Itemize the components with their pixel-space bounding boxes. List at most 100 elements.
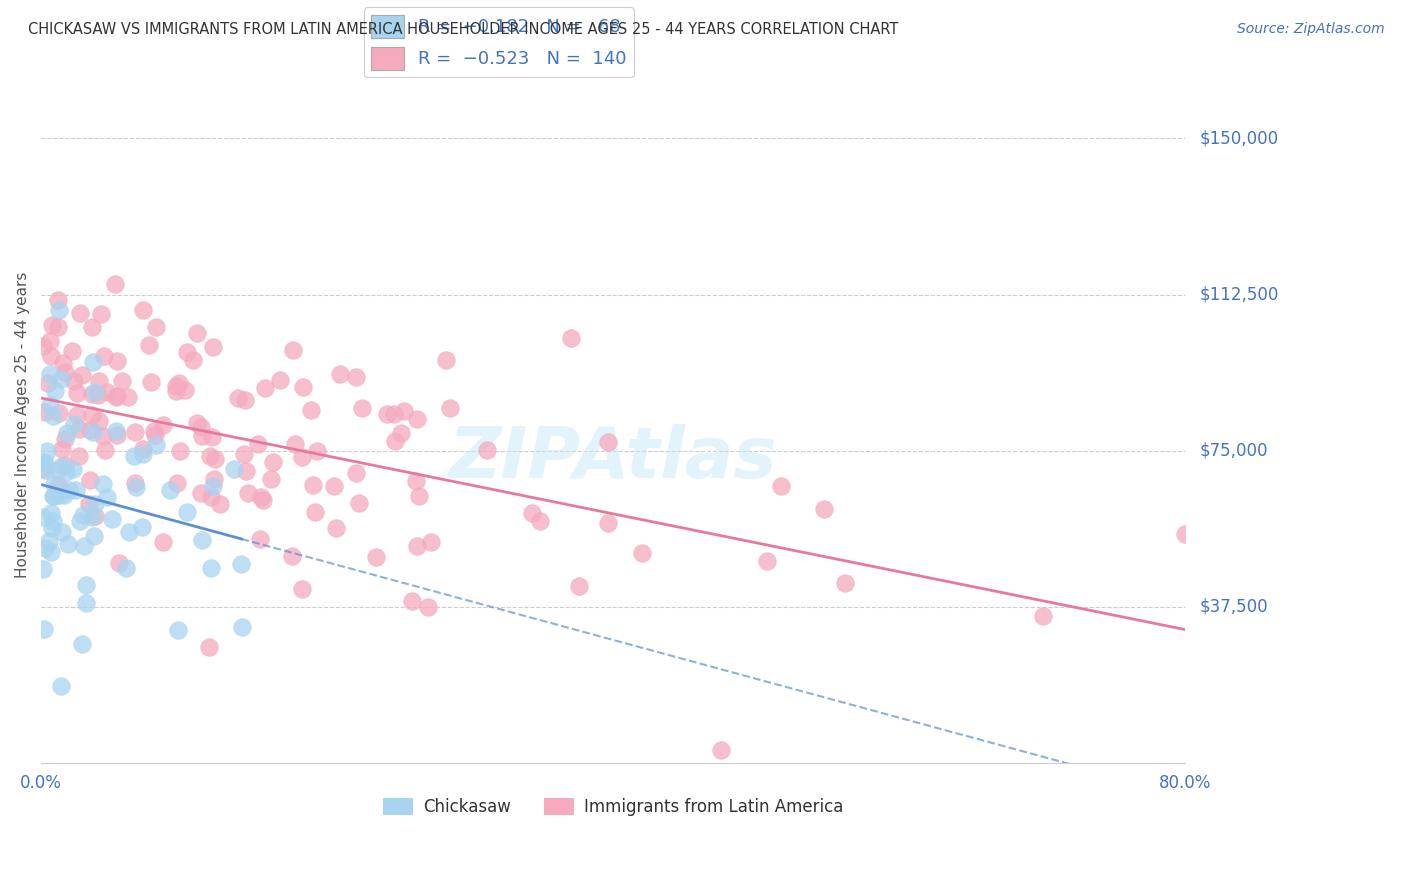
Point — [67, 450, 90, 464]
Point — [52, 356, 75, 370]
Point — [375, 407, 398, 421]
Point — [48, 406, 70, 420]
Point — [75, 578, 97, 592]
Point — [51, 524, 73, 539]
Point — [529, 514, 551, 528]
Point — [250, 490, 273, 504]
Point — [200, 560, 222, 574]
Point — [122, 449, 145, 463]
Text: $150,000: $150,000 — [1199, 129, 1278, 147]
Point — [419, 534, 441, 549]
Point — [31, 462, 53, 476]
Point — [598, 516, 620, 530]
Point — [32, 509, 55, 524]
Point — [198, 449, 221, 463]
Point — [254, 381, 277, 395]
Point — [406, 412, 429, 426]
Point — [49, 488, 72, 502]
Point — [100, 512, 122, 526]
Point — [475, 443, 498, 458]
Point — [344, 370, 367, 384]
Point — [51, 485, 73, 500]
Point — [173, 383, 195, 397]
Point — [560, 331, 582, 345]
Point — [139, 375, 162, 389]
Point — [401, 594, 423, 608]
Point — [630, 545, 652, 559]
Point — [41, 349, 63, 363]
Point — [202, 340, 225, 354]
Point — [32, 455, 55, 469]
Point — [138, 338, 160, 352]
Point — [269, 373, 291, 387]
Point — [307, 443, 329, 458]
Point — [46, 463, 69, 477]
Point — [834, 575, 856, 590]
Point — [105, 354, 128, 368]
Point — [329, 367, 352, 381]
Point — [323, 479, 346, 493]
Point — [281, 343, 304, 357]
Point — [91, 429, 114, 443]
Point — [299, 402, 322, 417]
Point — [35, 444, 58, 458]
Point — [53, 432, 76, 446]
Point — [96, 385, 118, 400]
Point — [52, 488, 75, 502]
Point — [60, 343, 83, 358]
Point — [105, 424, 128, 438]
Point — [42, 514, 65, 528]
Point — [405, 474, 427, 488]
Point — [67, 422, 90, 436]
Point — [82, 509, 104, 524]
Point — [34, 541, 56, 555]
Legend: Chickasaw, Immigrants from Latin America: Chickasaw, Immigrants from Latin America — [377, 791, 851, 822]
Point — [208, 497, 231, 511]
Point — [291, 450, 314, 464]
Point — [304, 505, 326, 519]
Point — [131, 520, 153, 534]
Point — [34, 457, 56, 471]
Point — [46, 293, 69, 307]
Point — [38, 398, 60, 412]
Point — [352, 401, 374, 415]
Point — [70, 368, 93, 382]
Point — [186, 416, 208, 430]
Point — [87, 414, 110, 428]
Point — [132, 446, 155, 460]
Point — [190, 420, 212, 434]
Point — [53, 458, 76, 473]
Point — [82, 387, 104, 401]
Point — [49, 679, 72, 693]
Point — [41, 521, 63, 535]
Point — [90, 307, 112, 321]
Point — [52, 484, 75, 499]
Point — [117, 390, 139, 404]
Point — [249, 532, 271, 546]
Point — [82, 408, 104, 422]
Point — [247, 436, 270, 450]
Point — [232, 448, 254, 462]
Point — [598, 435, 620, 450]
Point — [152, 418, 174, 433]
Point — [292, 380, 315, 394]
Text: $112,500: $112,500 — [1199, 285, 1278, 303]
Point — [1032, 608, 1054, 623]
Point — [176, 345, 198, 359]
Point — [72, 508, 94, 523]
Point — [143, 424, 166, 438]
Point — [124, 425, 146, 439]
Point — [167, 376, 190, 390]
Point — [104, 390, 127, 404]
Point — [39, 334, 62, 349]
Point — [66, 385, 89, 400]
Point — [83, 385, 105, 400]
Point — [347, 496, 370, 510]
Point — [39, 544, 62, 558]
Point — [35, 463, 58, 477]
Point — [710, 743, 733, 757]
Point — [394, 403, 416, 417]
Point — [69, 306, 91, 320]
Point — [44, 384, 66, 398]
Point — [190, 429, 212, 443]
